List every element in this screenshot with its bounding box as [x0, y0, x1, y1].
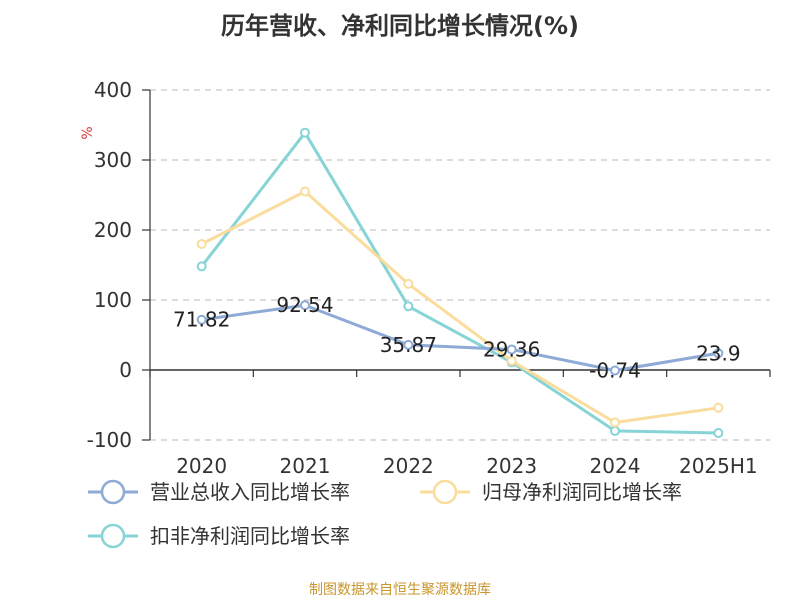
x-tick-label: 2022 — [383, 454, 434, 478]
data-labels: 71.82 92.54 35.87 29.36 -0.74 23.9 — [173, 293, 741, 382]
y-tick-label: 400 — [94, 78, 132, 102]
data-point — [713, 428, 724, 438]
series-line — [200, 131, 719, 435]
data-point — [300, 186, 310, 197]
data-point — [403, 339, 414, 350]
y-tick-label: 100 — [94, 288, 132, 312]
legend-label: 营业总收入同比增长率 — [150, 480, 350, 504]
legend-label: 归母净利润同比增长率 — [482, 480, 682, 504]
data-label: -0.74 — [589, 359, 641, 383]
y-tick-label: 200 — [94, 218, 132, 242]
data-point — [610, 425, 620, 436]
data-point — [713, 402, 724, 413]
y-tick-label: 0 — [119, 358, 132, 382]
y-tick-label: 300 — [94, 148, 132, 172]
data-label: 23.9 — [696, 341, 741, 365]
data-point — [506, 355, 517, 366]
data-point — [403, 278, 414, 289]
data-label: 29.36 — [483, 337, 540, 361]
x-tick-label: 2020 — [176, 454, 227, 478]
legend-marker — [100, 479, 126, 505]
data-point — [403, 301, 414, 312]
legend-label: 扣非净利润同比增长率 — [150, 524, 350, 548]
grid-lines — [150, 89, 770, 441]
series-lines — [196, 127, 724, 438]
data-point — [196, 239, 207, 249]
data-point — [196, 261, 207, 272]
data-label: 35.87 — [380, 333, 437, 357]
data-point — [300, 300, 310, 311]
y-axis-unit-label: % — [80, 126, 96, 139]
y-tick-label: -100 — [87, 428, 132, 452]
data-label: 71.82 — [173, 308, 230, 332]
legend-marker — [100, 523, 126, 549]
data-label: 92.54 — [276, 293, 333, 317]
series-line — [201, 303, 719, 373]
data-point — [610, 365, 620, 376]
data-point — [610, 417, 620, 428]
source-note: 制图数据来自恒生聚源数据库 — [309, 582, 491, 598]
data-point — [300, 127, 310, 138]
series-line — [200, 190, 719, 424]
axes: 400 300 200 100 0 -100 2020 2021 2022 2023 2024 202… — [87, 78, 771, 478]
x-tick-label: 2023 — [486, 454, 537, 478]
data-point — [196, 314, 207, 325]
legend-marker — [432, 479, 458, 505]
x-tick-label: 2021 — [280, 454, 331, 478]
x-tick-label: 2025H1 — [679, 454, 758, 478]
chart-title: 历年营收、净利同比增长情况(%) — [221, 12, 579, 40]
data-point — [506, 344, 517, 355]
x-tick-label: 2024 — [590, 454, 641, 478]
data-point — [713, 348, 724, 359]
